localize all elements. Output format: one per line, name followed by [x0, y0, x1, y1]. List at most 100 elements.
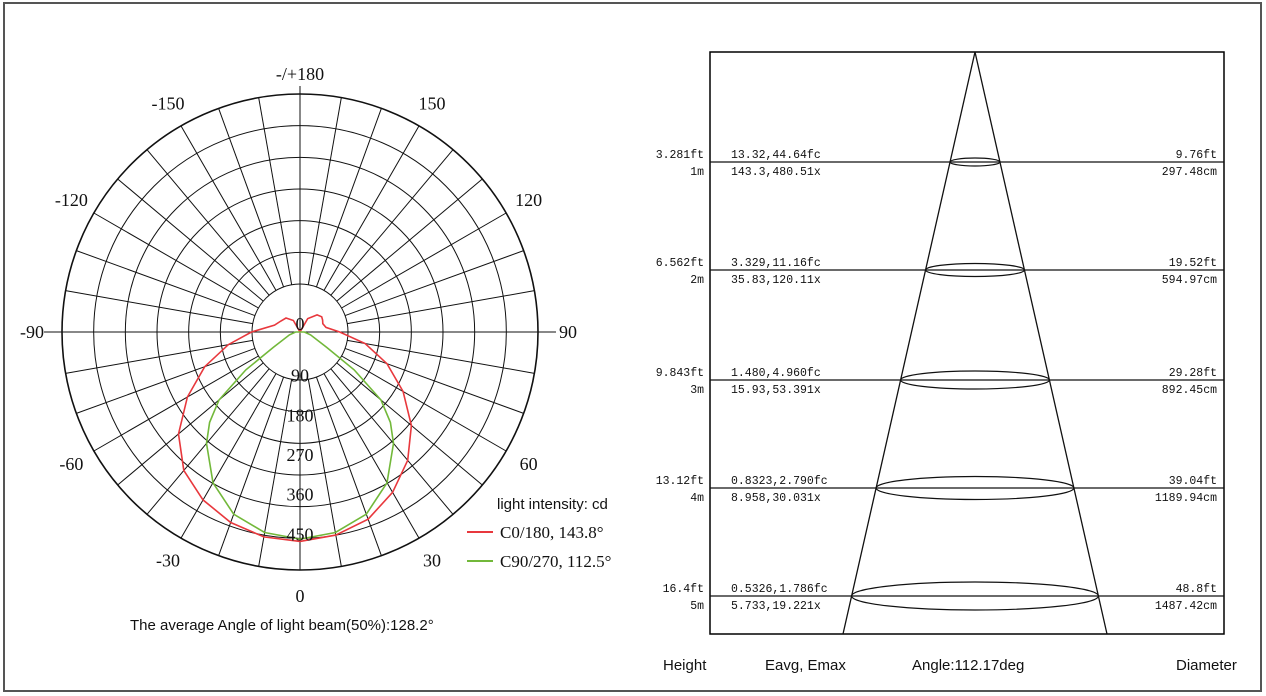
row-diameter-ft: 48.8ft	[1176, 583, 1217, 596]
row-fc: 13.32,44.64fc	[731, 149, 821, 162]
polar-angle-label: -120	[55, 190, 88, 210]
row-diameter-cm: 297.48cm	[1162, 166, 1217, 179]
polar-spoke	[341, 212, 507, 309]
row-height-m: 4m	[690, 492, 704, 505]
polar-spoke	[117, 178, 264, 302]
row-fc: 0.5326,1.786fc	[731, 583, 828, 596]
polar-spoke	[307, 97, 342, 285]
polar-spoke	[258, 379, 293, 567]
polar-spoke	[344, 347, 524, 414]
polar-angle-label: 30	[423, 551, 441, 571]
cone-ellipse	[924, 262, 1026, 278]
polar-legend: light intensity: cd C0/180, 143.8° C90/2…	[467, 496, 611, 571]
legend-title: light intensity: cd	[497, 496, 608, 513]
polar-angle-label: 60	[520, 454, 538, 474]
row-lx: 15.93,53.391x	[731, 384, 821, 397]
beam-cone-diagram: 3.281ft 1m 13.32,44.64fc 143.3,480.51x 9.76f…	[656, 51, 1237, 674]
row-height-ft: 13.12ft	[656, 475, 704, 488]
polar-radial-label: 90	[291, 366, 309, 386]
polar-radial-label: 270	[287, 445, 314, 465]
polar-spoke	[93, 212, 259, 309]
cone-ellipse	[949, 157, 1001, 167]
polar-spoke	[93, 355, 259, 452]
cone-box	[709, 51, 1225, 635]
legend-label-c90: C90/270, 112.5°	[500, 552, 611, 571]
row-lx: 5.733,19.221x	[731, 600, 821, 613]
row-height-ft: 3.281ft	[656, 149, 704, 162]
row-fc: 0.8323,2.790fc	[731, 475, 828, 488]
cone-ellipse	[851, 581, 1099, 611]
polar-spoke	[146, 149, 270, 296]
footer-angle: Angle:112.17deg	[912, 657, 1024, 674]
row-height-ft: 6.562ft	[656, 257, 704, 270]
polar-spoke	[336, 362, 483, 486]
footer-diameter: Diameter	[1176, 657, 1237, 674]
polar-radial-labels: 0 90 180 270 360 450	[287, 314, 314, 544]
polar-spoke	[218, 108, 285, 288]
polar-spoke	[315, 108, 382, 288]
polar-diagram: -/+180 150 120 90 60 30 0 -30 -60 -90 -120 -150 0 90…	[20, 64, 611, 634]
polar-angle-label: -60	[59, 454, 83, 474]
polar-spoke	[347, 339, 535, 374]
polar-radial-label: 360	[287, 485, 314, 505]
cone-lines	[842, 51, 1108, 635]
polar-spoke	[117, 362, 264, 486]
row-diameter-cm: 892.45cm	[1162, 384, 1217, 397]
footer-eavg-emax: Eavg, Emax	[765, 657, 846, 674]
polar-spoke	[146, 368, 270, 515]
row-height-m: 5m	[690, 600, 704, 613]
polar-angle-label: 150	[419, 93, 446, 113]
row-height-ft: 16.4ft	[663, 583, 704, 596]
row-lx: 35.83,120.11x	[731, 274, 821, 287]
polar-spoke	[180, 373, 277, 539]
polar-spoke	[65, 339, 253, 374]
cone-ellipse	[900, 370, 1050, 390]
polar-spoke	[315, 376, 382, 556]
cone-edge-left	[842, 51, 976, 635]
polar-radial-label: 0	[296, 314, 305, 334]
cone-ellipse	[875, 475, 1075, 501]
polar-spoke	[323, 125, 420, 291]
row-fc: 1.480,4.960fc	[731, 367, 821, 380]
polar-series	[177, 314, 413, 543]
polar-spoke	[347, 290, 535, 325]
polar-angle-label: 90	[559, 322, 577, 342]
polar-spoke	[258, 97, 293, 285]
polar-radial-label: 450	[287, 524, 314, 544]
polar-spoke	[76, 347, 256, 414]
row-diameter-cm: 1487.42cm	[1155, 600, 1217, 613]
polar-spoke	[344, 250, 524, 317]
row-height-ft: 9.843ft	[656, 367, 704, 380]
polar-angle-label: -/+180	[276, 64, 324, 84]
footer-height: Height	[663, 657, 707, 674]
polar-spoke	[218, 376, 285, 556]
row-diameter-ft: 39.04ft	[1169, 475, 1217, 488]
polar-spoke	[65, 290, 253, 325]
polar-spoke	[180, 125, 277, 291]
row-height-m: 1m	[690, 166, 704, 179]
polar-grid	[44, 86, 556, 571]
row-lx: 8.958,30.031x	[731, 492, 821, 505]
beam-angle-caption: The average Angle of light beam(50%):128…	[130, 617, 434, 634]
polar-angle-label: -150	[152, 93, 185, 113]
polar-spoke	[341, 355, 507, 452]
polar-series-curve	[205, 331, 395, 540]
polar-angle-labels: -/+180 150 120 90 60 30 0 -30 -60 -90 -120 -150	[20, 64, 577, 606]
row-height-m: 3m	[690, 384, 704, 397]
polar-spoke	[330, 368, 454, 515]
row-diameter-ft: 19.52ft	[1169, 257, 1217, 270]
polar-spoke	[76, 250, 256, 317]
row-diameter-cm: 1189.94cm	[1155, 492, 1217, 505]
cone-edge-right	[974, 51, 1108, 635]
row-lx: 143.3,480.51x	[731, 166, 821, 179]
row-diameter-ft: 9.76ft	[1176, 149, 1217, 162]
legend-label-c0: C0/180, 143.8°	[500, 523, 604, 542]
polar-spoke	[330, 149, 454, 296]
polar-angle-label: -30	[156, 551, 180, 571]
row-diameter-cm: 594.97cm	[1162, 274, 1217, 287]
polar-series-curve	[177, 314, 413, 543]
polar-angle-label: 120	[515, 190, 542, 210]
polar-spoke	[323, 373, 420, 539]
polar-radial-label: 180	[287, 405, 314, 425]
